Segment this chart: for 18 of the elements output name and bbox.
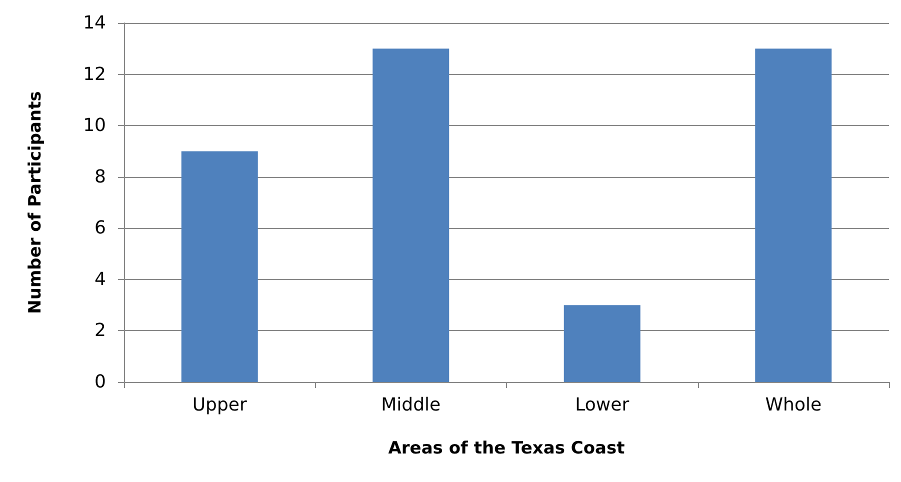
y-tick-label: 14 [83, 12, 106, 34]
x-tick-label: Whole [765, 394, 822, 416]
bar [564, 305, 640, 382]
bar [755, 48, 832, 382]
y-tick-label: 4 [94, 268, 106, 290]
bar [181, 151, 258, 382]
x-axis-title: Areas of the Texas Coast [388, 438, 625, 458]
y-tick-label: 0 [94, 372, 106, 392]
y-tick-label: 12 [83, 64, 106, 85]
x-tick-label: Upper [192, 394, 248, 416]
y-tick-label: 10 [83, 115, 106, 136]
y-axis-title: Number of Participants [26, 91, 46, 314]
x-tick-label: Middle [381, 394, 441, 416]
y-tick-label: 8 [94, 166, 106, 188]
bar [372, 48, 450, 382]
y-tick-label: 6 [94, 218, 106, 239]
y-tick-label: 2 [94, 320, 106, 342]
x-tick-label: Lower [575, 394, 630, 416]
